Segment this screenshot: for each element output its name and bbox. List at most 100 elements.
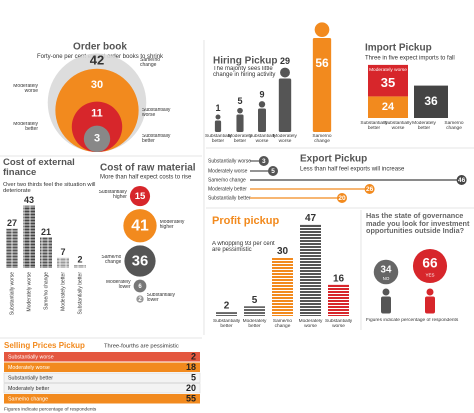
chart-subtitle: Three in five expect imports to fall	[365, 56, 455, 62]
value-label: 43	[24, 195, 34, 205]
person-bar	[312, 38, 332, 132]
value-label: 5	[237, 96, 242, 106]
person-head	[280, 67, 290, 78]
person-bar	[214, 120, 222, 132]
category-label: Substantially better	[8, 375, 53, 381]
value-label: 36	[132, 253, 148, 269]
category-label: Substantially better	[208, 195, 251, 201]
lollipop-dot	[258, 156, 269, 166]
stripe-overlay	[300, 224, 321, 316]
annotation: Substantially better	[360, 121, 388, 132]
bar-segment	[368, 64, 408, 97]
value-label: 24	[382, 101, 395, 113]
value-label: 16	[333, 273, 345, 284]
person-head	[237, 107, 243, 114]
chart-title: Hiring Pickup	[213, 56, 277, 67]
chart-title: Export Pickup	[300, 154, 367, 165]
chart-subtitle: A whopping 93 per cent are pessimistic	[212, 241, 275, 254]
category-label: Substantially better	[205, 134, 231, 145]
square-overlay	[23, 205, 35, 268]
person-bar	[236, 114, 244, 132]
annotation: Moderately better	[13, 122, 38, 133]
category-label-box: Substantially better	[142, 134, 170, 144]
value-label: 29	[280, 56, 290, 66]
category-label: Moderately worse	[208, 168, 248, 174]
value-label: 20	[338, 195, 346, 202]
value-label: 35	[381, 75, 395, 90]
chart-title-box: Profit pickup	[212, 216, 279, 227]
value-label: 30	[277, 246, 289, 257]
chart-title: Import Pickup	[365, 43, 432, 54]
value-label: 2	[224, 301, 230, 312]
lollipop-dot	[456, 175, 467, 185]
category-label: Substantially higher	[98, 190, 127, 201]
chart-title: Cost of raw material	[100, 163, 196, 174]
chart-title: Order book	[73, 42, 127, 53]
category-label: Substantially worse	[8, 354, 54, 360]
annotation-box: Moderately better	[13, 122, 38, 133]
square-overlay	[57, 257, 69, 268]
value-label: 6	[138, 284, 142, 290]
value-label: 47	[305, 213, 317, 224]
category-label: Moderately worse	[13, 84, 38, 95]
bubble	[373, 259, 399, 285]
category-label-box: Moderately worse	[298, 319, 323, 330]
square-overlay	[6, 228, 18, 268]
category-label-box: Moderately better	[243, 319, 267, 329]
circle	[83, 125, 111, 152]
person-head	[215, 114, 221, 120]
category-label-box: Substantially worse	[325, 319, 352, 329]
note: Figures indicate percentage of responden…	[4, 406, 97, 412]
category-label-box: Moderately worse	[273, 134, 297, 144]
value-label: 1	[215, 103, 220, 113]
value-label: 26	[366, 186, 374, 193]
category-label: Moderately worse	[298, 319, 323, 330]
category-label-box: Substantially worse	[249, 134, 275, 145]
value-label: 9	[259, 89, 264, 99]
category-label-box: Moderately lower	[105, 280, 131, 291]
chart-title: Cost of external finance	[3, 158, 75, 178]
chart-subtitle-box: The majority sees little change in hirin…	[213, 66, 275, 78]
person-icon	[425, 288, 435, 314]
chart-subtitle-box: Over two thirds feel the situation will …	[3, 182, 95, 194]
category-label: Same/no change	[140, 58, 161, 69]
row	[4, 362, 200, 372]
annotation-box: Substantially better	[360, 121, 388, 132]
square-overlay	[40, 237, 52, 268]
bubble	[129, 186, 151, 207]
category-label-box: Moderately worse	[13, 84, 38, 95]
category-label: Substantially worse	[249, 134, 275, 145]
category-label-box: Moderately better	[228, 134, 252, 145]
category-label: Substantially worse	[142, 108, 171, 119]
category-label: NO	[383, 276, 390, 281]
stripe-overlay	[244, 306, 265, 316]
value-label: 15	[135, 191, 146, 202]
person-head	[314, 22, 330, 37]
person-icon	[381, 288, 391, 314]
value-label: 2	[77, 254, 82, 264]
category-label: Moderately better	[228, 134, 252, 145]
category-label-box: Substantially higher	[98, 190, 127, 201]
category-label: Same/no change	[208, 177, 246, 183]
chart-subtitle: Less than half feel exports will increas…	[300, 167, 405, 173]
value-label: 46	[458, 177, 466, 184]
category-label: Moderately higher	[159, 219, 185, 231]
category-label-box: Substantially better	[213, 319, 240, 329]
category-label-box: Substantially worse	[384, 121, 411, 131]
category-label: Substantially worse	[208, 158, 251, 164]
chart-subtitle: More than half expect costs to rise	[100, 175, 192, 181]
bubble	[124, 245, 156, 277]
category-label-box: Same/no change	[101, 255, 121, 265]
value-label: 20	[186, 383, 196, 393]
note: Figures indicate percentage of responden…	[366, 318, 459, 323]
category-label: Same/no change	[444, 121, 464, 132]
value-label: 5	[191, 373, 196, 383]
category-label: Substantially lower	[146, 293, 176, 304]
lollipop-dot	[364, 184, 375, 194]
bubble	[133, 279, 147, 293]
category-label: Moderately lower	[105, 280, 131, 291]
category-label: Moderately better	[8, 386, 49, 392]
value-label: 7	[60, 247, 65, 257]
value-label: 18	[186, 362, 196, 372]
